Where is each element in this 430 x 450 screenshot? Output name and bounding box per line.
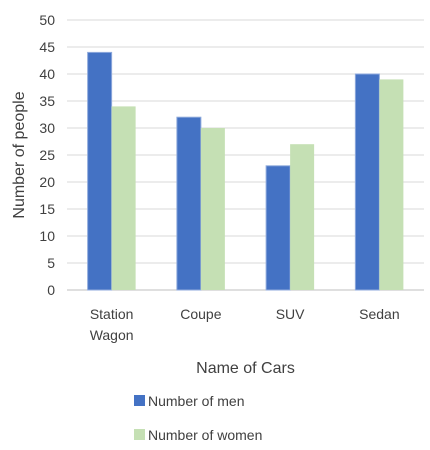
y-tick-label: 45 <box>39 39 55 55</box>
legend-swatch <box>134 429 145 440</box>
x-axis-title: Name of Cars <box>196 360 295 377</box>
y-axis-title: Number of people <box>11 91 28 218</box>
y-tick-label: 20 <box>39 174 55 190</box>
y-tick-label: 25 <box>39 147 55 163</box>
bar-women <box>379 79 404 291</box>
legend: Number of men Number of women <box>134 393 262 443</box>
x-tick-label: Sedan <box>359 306 399 322</box>
y-tick-label: 40 <box>39 66 55 82</box>
bars <box>87 51 404 291</box>
bar-women <box>290 144 315 290</box>
y-tick-label: 30 <box>39 120 55 136</box>
y-tick-labels: 0 5 10 15 20 25 30 35 40 45 50 <box>39 12 55 298</box>
bar-women <box>111 106 136 291</box>
x-tick-label: Coupe <box>180 306 221 322</box>
bar-men <box>87 51 113 291</box>
x-tick-labels: Station Wagon Coupe SUV Sedan <box>90 306 400 343</box>
bar-men <box>265 165 291 291</box>
y-tick-label: 15 <box>39 201 55 217</box>
bar-men <box>354 73 380 291</box>
y-tick-label: 50 <box>39 12 55 28</box>
y-tick-label: 5 <box>47 255 55 271</box>
y-tick-label: 0 <box>47 282 55 298</box>
legend-label: Number of women <box>148 427 262 443</box>
bar-women <box>200 128 225 290</box>
bar-men <box>176 116 202 291</box>
x-tick-label: Station Wagon <box>90 306 134 343</box>
legend-swatch <box>134 395 145 406</box>
y-tick-label: 35 <box>39 93 55 109</box>
y-tick-label: 10 <box>39 228 55 244</box>
x-tick-label: SUV <box>276 306 305 322</box>
legend-label: Number of men <box>148 393 244 409</box>
